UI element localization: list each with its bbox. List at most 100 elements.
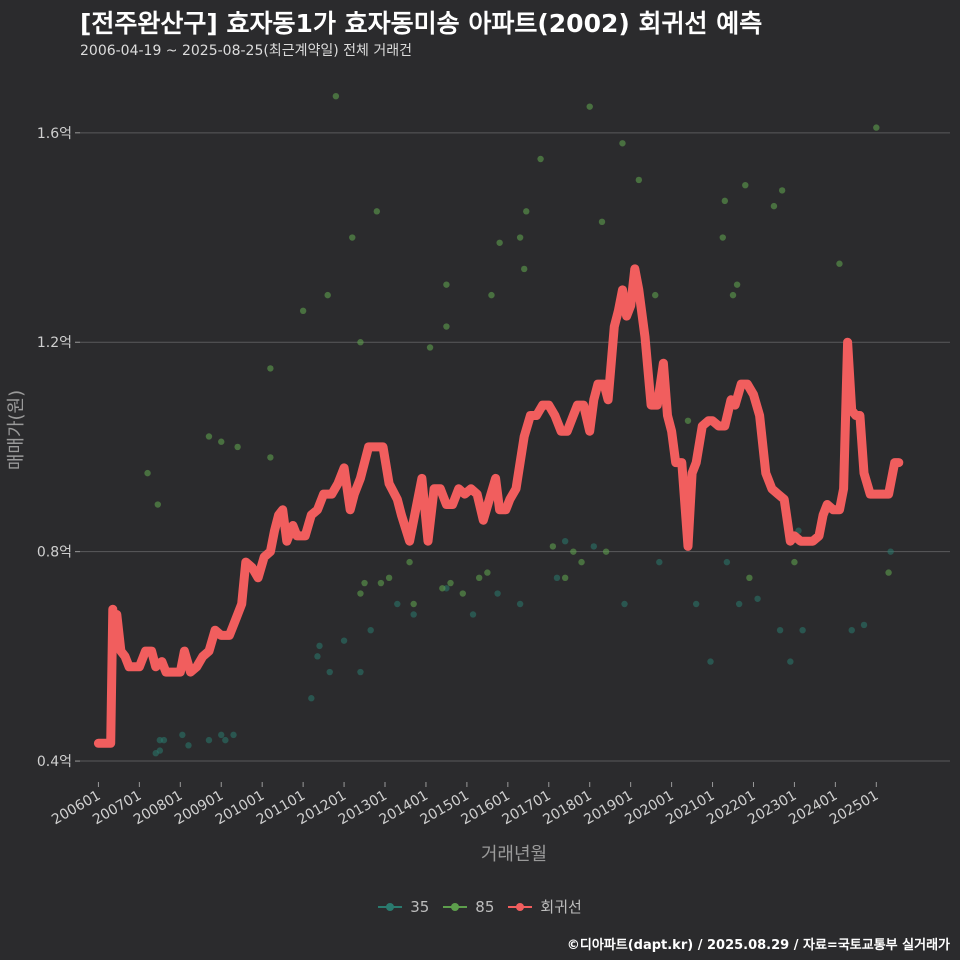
point-85-41: [635, 176, 643, 184]
point-85-32: [537, 155, 544, 163]
legend-item-85[interactable]: 85: [443, 898, 494, 916]
point-35-12: [316, 642, 323, 650]
point-85-43: [684, 417, 692, 424]
point-85-4: [234, 443, 241, 451]
point-35-22: [516, 600, 524, 608]
x-axis-ticks: 2006012007012008012009012010012011012012…: [49, 782, 881, 828]
point-85-36: [578, 558, 585, 566]
point-85-23: [447, 579, 454, 587]
point-85-10: [349, 234, 356, 241]
point-85-13: [361, 579, 368, 587]
point-85-9: [332, 92, 340, 100]
y-tick-label: 0.8억: [37, 545, 72, 561]
legend-label-85: 85: [475, 897, 495, 916]
point-85-8: [324, 291, 331, 299]
legend: 35 85 회귀선: [0, 896, 960, 917]
point-85-33: [549, 543, 557, 550]
point-35-28: [692, 600, 700, 608]
point-35-29: [707, 658, 714, 665]
series-35-points: [152, 527, 894, 757]
point-85-14: [373, 208, 381, 215]
legend-label-35: 35: [410, 897, 430, 916]
y-tick-label: 0.4억: [37, 754, 72, 770]
point-85-18: [410, 600, 417, 608]
y-tick-label: 1.6억: [37, 126, 72, 142]
source-credit: ©디아파트(dapt.kr) / 2025.08.29 / 자료=국토교통부 실…: [566, 938, 950, 953]
point-85-30: [521, 265, 528, 273]
legend-item-regression[interactable]: 회귀선: [508, 896, 582, 917]
legend-key-85: [443, 901, 468, 913]
point-85-0: [144, 469, 151, 477]
chart-title: [전주완산구] 효자동1가 효자동미송 아파트(2002) 회귀선 예측: [80, 9, 763, 38]
point-85-54: [873, 124, 880, 131]
point-85-52: [791, 558, 798, 566]
point-35-7: [218, 731, 225, 739]
y-tick-label: 1.2억: [37, 335, 72, 351]
point-35-39: [887, 548, 894, 555]
point-35-30: [723, 558, 731, 566]
point-85-1: [154, 501, 161, 508]
point-85-45: [721, 197, 729, 205]
point-35-17: [394, 600, 401, 608]
point-35-20: [469, 611, 477, 618]
point-85-42: [652, 291, 659, 299]
regression-line: [93, 264, 904, 748]
point-35-18: [410, 611, 417, 618]
point-35-6: [205, 736, 213, 744]
point-85-39: [602, 548, 610, 555]
point-85-2: [205, 433, 213, 440]
point-85-46: [729, 291, 737, 299]
point-35-4: [179, 731, 186, 739]
point-35-9: [230, 731, 237, 739]
point-85-38: [598, 218, 606, 226]
x-axis-label: 거래년월: [481, 844, 547, 865]
point-35-10: [308, 695, 315, 702]
point-35-24: [553, 574, 561, 582]
point-35-21: [494, 590, 501, 597]
point-85-29: [516, 234, 524, 241]
point-85-47: [733, 281, 741, 288]
legend-item-35[interactable]: 35: [378, 898, 429, 916]
point-85-48: [742, 181, 749, 189]
point-35-38: [860, 621, 868, 629]
point-35-33: [776, 626, 784, 634]
point-85-21: [443, 281, 450, 288]
point-85-20: [439, 585, 446, 592]
point-85-49: [746, 574, 753, 582]
point-85-31: [523, 208, 530, 215]
point-35-16: [367, 626, 374, 634]
point-85-5: [267, 454, 274, 461]
point-35-27: [656, 558, 663, 566]
point-85-16: [385, 574, 393, 582]
point-35-34: [787, 658, 794, 665]
point-85-3: [218, 438, 225, 445]
point-35-13: [326, 668, 333, 676]
point-85-35: [570, 548, 577, 555]
point-85-50: [770, 202, 778, 210]
point-85-15: [377, 579, 385, 587]
point-85-34: [561, 574, 569, 582]
point-85-17: [406, 558, 413, 566]
series-85-points: [144, 92, 892, 608]
point-35-15: [357, 668, 364, 676]
point-85-51: [778, 187, 786, 194]
point-35-5: [185, 742, 192, 749]
point-85-25: [475, 574, 483, 582]
regression-line-path: [93, 264, 904, 748]
point-85-6: [267, 365, 274, 372]
point-85-26: [484, 569, 491, 576]
y-axis-label: 매매가(원): [6, 390, 27, 470]
point-35-32: [754, 595, 761, 602]
point-85-7: [299, 307, 307, 315]
point-85-22: [443, 323, 450, 330]
point-35-25: [590, 543, 598, 550]
legend-key-35: [378, 901, 403, 913]
chart-subtitle: 2006-04-19 ~ 2025-08-25(최근계약일) 전체 거래건: [80, 43, 412, 59]
point-85-40: [619, 140, 626, 147]
point-35-3: [160, 736, 168, 744]
y-axis-ticks: 0.4억 0.8억 1.2억 1.6억: [37, 126, 80, 770]
point-35-26: [621, 600, 628, 608]
point-85-19: [426, 344, 434, 351]
point-35-1: [156, 747, 164, 754]
